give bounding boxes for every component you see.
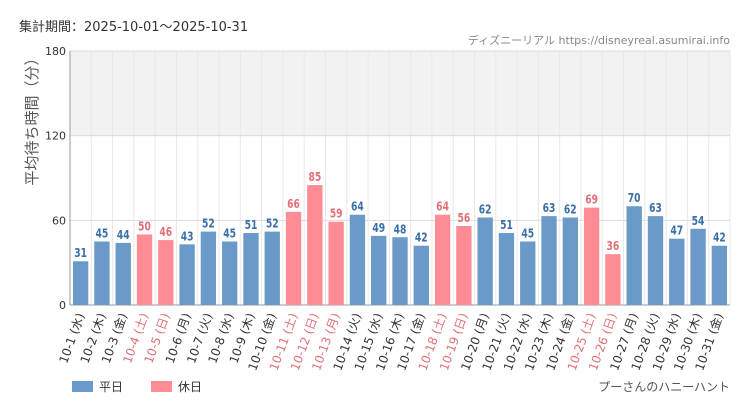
bar-value-label: 45 (96, 227, 109, 241)
bar (541, 216, 557, 305)
bar (711, 245, 728, 305)
bar-value-label: 48 (394, 222, 407, 236)
bar-value-label: 52 (202, 217, 215, 231)
highlight-band (70, 51, 730, 136)
bar (583, 207, 600, 305)
bar (136, 234, 153, 305)
legend-swatch-weekday (72, 381, 93, 392)
bar (413, 245, 429, 305)
bar-value-label: 64 (351, 200, 364, 214)
bar (371, 235, 387, 305)
period-label: 集計期間：2025-10-01～2025-10-31 (19, 20, 249, 35)
bar (477, 217, 493, 305)
bar-value-label: 51 (500, 218, 513, 232)
bar (349, 214, 366, 305)
bar (72, 261, 89, 305)
bar (562, 217, 578, 305)
y-tick-label: 0 (59, 299, 66, 312)
bar-value-label: 70 (628, 191, 641, 205)
bar-value-label: 52 (266, 217, 279, 231)
legend-swatch-holiday (151, 381, 173, 392)
bar-value-label: 31 (74, 246, 87, 260)
bar (200, 231, 217, 305)
bar (498, 233, 515, 305)
bar (669, 238, 685, 305)
bar-value-label: 62 (479, 203, 492, 217)
bar (94, 241, 110, 305)
bar-value-label: 51 (245, 218, 258, 232)
bar (115, 242, 131, 305)
bar (158, 240, 174, 305)
y-tick-label: 120 (45, 130, 66, 143)
bar (690, 228, 706, 305)
bar (520, 241, 536, 305)
bar-value-label: 47 (670, 224, 683, 238)
bar-value-label: 36 (607, 239, 620, 253)
bar-value-label: 66 (287, 197, 300, 211)
legend-item-holiday: 休日 (151, 378, 202, 395)
bar (392, 237, 408, 305)
bar (179, 244, 195, 305)
bar-value-label: 50 (138, 220, 151, 234)
bar-value-label: 63 (649, 201, 662, 215)
bar-value-label: 69 (585, 193, 598, 207)
bar (264, 231, 280, 305)
bar-value-label: 43 (181, 230, 194, 244)
legend-label-holiday: 休日 (178, 380, 203, 394)
bar (307, 185, 323, 305)
bar (647, 216, 664, 305)
bar-value-label: 59 (330, 207, 343, 221)
bar-value-label: 63 (543, 201, 556, 215)
legend-item-weekday: 平日 (72, 378, 123, 395)
bar (285, 211, 302, 305)
bar-value-label: 85 (308, 170, 321, 184)
bar (605, 254, 621, 305)
bar-value-label: 45 (521, 227, 534, 241)
bar (328, 221, 344, 305)
bar-value-label: 64 (436, 200, 449, 214)
legend: 平日 休日 (72, 378, 202, 395)
bar (243, 233, 259, 305)
attraction-name: プーさんのハニーハント (598, 380, 730, 394)
bar-value-label: 54 (692, 214, 705, 228)
bar-value-label: 62 (564, 203, 577, 217)
bar (456, 225, 472, 305)
legend-label-weekday: 平日 (99, 380, 124, 394)
bar (626, 206, 642, 305)
bar-value-label: 44 (117, 228, 130, 242)
bar-value-label: 42 (415, 231, 428, 245)
bar-value-label: 45 (223, 227, 236, 241)
bar-value-label: 42 (713, 231, 726, 245)
bar-value-label: 49 (372, 221, 385, 235)
y-tick-label: 60 (52, 214, 66, 227)
bar-value-label: 46 (159, 225, 172, 239)
bar (222, 241, 238, 305)
bar-value-label: 56 (457, 211, 470, 225)
bar (434, 214, 451, 305)
source-label: ディズニーリアル https://disneyreal.asumirai.inf… (467, 34, 730, 47)
y-tick-label: 180 (45, 45, 66, 58)
